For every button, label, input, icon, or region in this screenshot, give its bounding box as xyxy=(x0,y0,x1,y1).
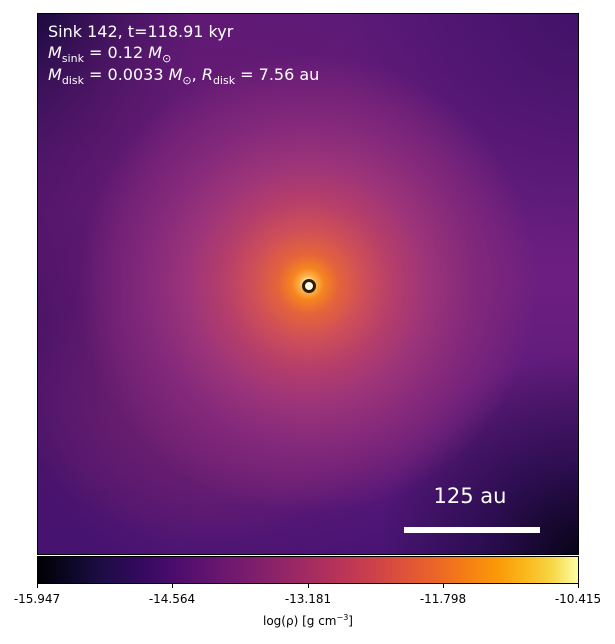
sink-particle-marker xyxy=(302,279,316,293)
sink-mass-subscript: sink xyxy=(61,52,84,66)
colorbar-tick-label: -10.415 xyxy=(554,592,602,606)
disk-properties-annotation: Mdisk = 0.0033 M⊙, Rdisk = 7.56 au xyxy=(48,65,319,91)
colorbar-label-suffix: ] xyxy=(348,614,353,628)
colorbar-tick-label: -14.564 xyxy=(148,592,196,606)
colorbar-tick-label: -13.181 xyxy=(284,592,332,606)
scale-bar xyxy=(404,527,540,533)
annotation-separator: , xyxy=(191,65,202,84)
colorbar-tick xyxy=(578,584,579,588)
sink-mass-symbol: M xyxy=(48,43,62,62)
disk-mass-unit-subscript: ⊙ xyxy=(182,74,192,88)
scale-bar-label: 125 au xyxy=(433,484,507,508)
disk-radius-symbol: R xyxy=(201,65,213,84)
colorbar-tick xyxy=(443,584,444,588)
disk-mass-value: = 0.0033 xyxy=(83,65,169,84)
sink-mass-annotation: Msink = 0.12 M⊙ xyxy=(48,43,171,69)
colorbar-tick xyxy=(172,584,173,588)
density-map-plot: Sink 142, t=118.91 kyr Msink = 0.12 M⊙ M… xyxy=(37,13,579,555)
disk-mass-subscript: disk xyxy=(61,74,84,88)
colorbar-tick xyxy=(37,584,38,588)
sink-time-annotation: Sink 142, t=118.91 kyr xyxy=(48,22,233,42)
colorbar-tick-label: -11.798 xyxy=(419,592,467,606)
sink-time-text: Sink 142, t=118.91 kyr xyxy=(48,22,234,41)
sink-mass-unit: M xyxy=(148,43,163,62)
sink-mass-unit-subscript: ⊙ xyxy=(162,52,172,66)
sink-mass-value: = 0.12 xyxy=(83,43,149,62)
disk-mass-unit: M xyxy=(168,65,183,84)
disk-radius-value: = 7.56 au xyxy=(235,65,320,84)
colorbar-tick xyxy=(308,584,309,588)
colorbar-label-exponent: −3 xyxy=(336,613,349,622)
colorbar xyxy=(37,556,579,584)
disk-radius-subscript: disk xyxy=(212,74,236,88)
disk-mass-symbol: M xyxy=(48,65,62,84)
colorbar-label-prefix: log(ρ) [g cm xyxy=(263,614,337,628)
colorbar-axis-label: log(ρ) [g cm−3] xyxy=(208,613,408,628)
colorbar-tick-label: -15.947 xyxy=(13,592,61,606)
